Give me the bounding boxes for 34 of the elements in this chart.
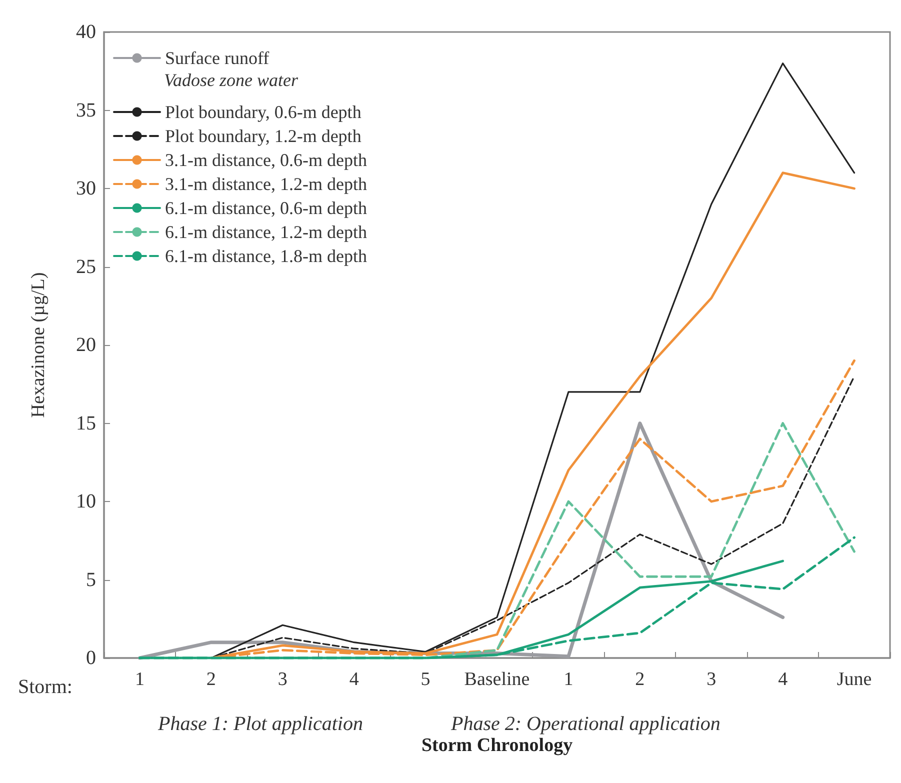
x-tick-label: 4	[778, 669, 788, 690]
x-tick-label: 2	[635, 669, 645, 690]
y-tick-label: 15	[76, 412, 96, 434]
legend-label: Surface runoff	[165, 48, 270, 68]
y-tick-label: 40	[76, 21, 96, 43]
x-tick-label: 2	[206, 669, 216, 690]
y-tick-label: 25	[76, 256, 96, 278]
text: Phase 1: Plot application	[157, 713, 363, 735]
x-tick-label: 3	[706, 669, 716, 690]
legend-label: 6.1-m distance, 0.6-m depth	[165, 198, 367, 218]
x-tick-label: 1	[564, 669, 574, 690]
x-tick-label: 4	[349, 669, 360, 690]
x-tick-label: June	[836, 669, 872, 690]
legend-label: 3.1-m distance, 0.6-m depth	[165, 150, 367, 170]
x-tick-label: 1	[134, 669, 144, 690]
legend-label: 6.1-m distance, 1.8-m depth	[165, 246, 367, 266]
y-axis-title: Hexazinone (µg/L)	[28, 272, 49, 418]
legend-label: 6.1-m distance, 1.2-m depth	[165, 222, 367, 242]
legend-label: Plot boundary, 1.2-m depth	[165, 126, 362, 146]
text: Storm:	[18, 676, 72, 698]
x-tick-label: 3	[278, 669, 288, 690]
y-tick-label: 5	[86, 568, 96, 591]
legend-label: Plot boundary, 0.6-m depth	[165, 102, 362, 122]
x-tick-label: 5	[420, 669, 430, 690]
legend-label: 3.1-m distance, 1.2-m depth	[165, 174, 367, 194]
y-tick-label: 30	[76, 178, 96, 200]
legend-title: Vadose zone water	[164, 70, 299, 90]
y-tick-label: 35	[76, 99, 96, 122]
y-tick-label: 0	[86, 647, 96, 669]
y-tick-label: 10	[76, 490, 96, 512]
y-tick-label: 20	[76, 334, 96, 356]
text: Phase 2: Operational application	[450, 713, 720, 735]
x-tick-label: Baseline	[464, 669, 530, 690]
x-axis-title: Storm Chronology	[421, 735, 574, 756]
